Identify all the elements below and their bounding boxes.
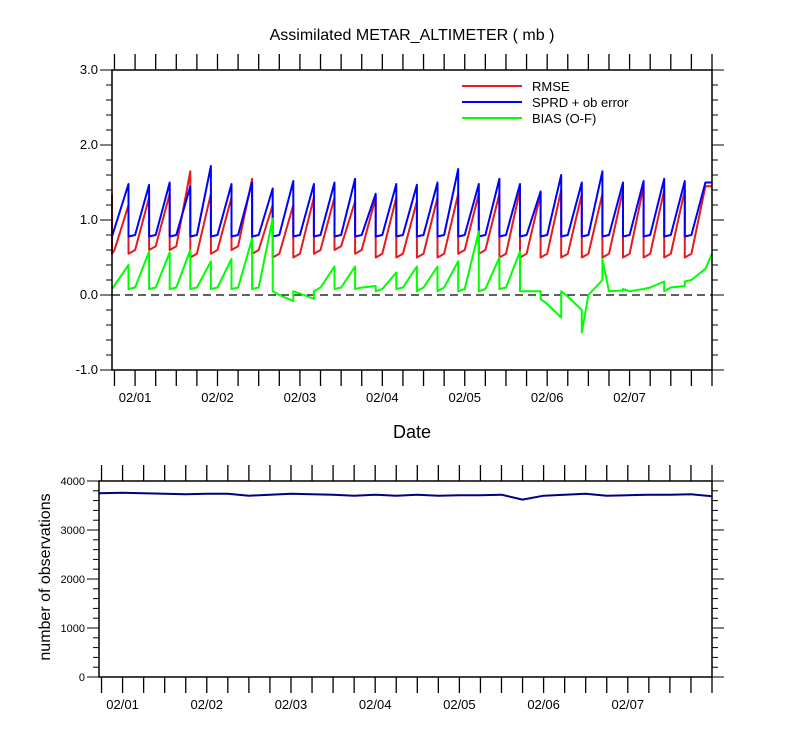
x-tick-label: 02/01 [119, 390, 152, 405]
top-chart: Assimilated METAR_ALTIMETER ( mb ) -1.0 0… [76, 27, 724, 442]
x-tick-label: 02/06 [527, 697, 560, 712]
series-line-observations [98, 491, 713, 501]
x-tick-label: 02/05 [443, 697, 476, 712]
x-tick-label: 02/05 [448, 390, 481, 405]
x-tick-label: 02/06 [531, 390, 564, 405]
bottom-y-axis-label: number of observations [37, 493, 54, 660]
top-x-axis-label: Date [393, 422, 431, 442]
x-tick-label: 02/04 [366, 390, 399, 405]
top-plot-frame [111, 69, 713, 371]
y-tick-label: 0 [79, 672, 85, 684]
x-tick-label: 02/03 [284, 390, 317, 405]
x-tick-label: 02/02 [201, 390, 234, 405]
series-line-sprd-ob-error [111, 165, 712, 238]
y-tick-label: 2000 [61, 574, 85, 586]
y-tick-label: 3000 [61, 525, 85, 537]
x-tick-label: 02/03 [275, 697, 308, 712]
y-tick-label: 1000 [61, 623, 85, 635]
top-x-tick-labels: 02/01 02/02 02/03 02/04 02/05 02/06 02/07 [119, 390, 646, 405]
top-y-tick-labels: -1.0 0.0 1.0 2.0 3.0 [76, 62, 98, 377]
legend-label: SPRD + ob error [532, 95, 629, 110]
top-chart-title: Assimilated METAR_ALTIMETER ( mb ) [270, 27, 555, 44]
top-series-group [111, 165, 713, 334]
legend-label: BIAS (O-F) [532, 111, 596, 126]
y-tick-label: 1.0 [80, 212, 98, 227]
series-line-rmse [111, 170, 712, 259]
x-tick-label: 02/07 [612, 697, 645, 712]
legend-label: RMSE [532, 79, 570, 94]
bottom-series-group [98, 491, 713, 501]
bottom-y-tick-labels: 0 1000 2000 3000 4000 [61, 476, 85, 684]
y-tick-label: 4000 [61, 476, 85, 488]
x-tick-label: 02/02 [191, 697, 224, 712]
bottom-x-tick-labels: 02/01 02/02 02/03 02/04 02/05 02/06 02/07 [106, 697, 644, 712]
y-tick-label: 0.0 [80, 287, 98, 302]
top-gridlines-and-ticks [100, 54, 724, 386]
bottom-plot-frame [98, 480, 713, 678]
bottom-gridlines-and-ticks [87, 465, 724, 693]
x-tick-label: 02/04 [359, 697, 392, 712]
x-tick-label: 02/01 [106, 697, 139, 712]
series-line-bias-o-f [111, 217, 713, 334]
y-tick-label: -1.0 [76, 362, 98, 377]
y-tick-label: 2.0 [80, 137, 98, 152]
x-tick-label: 02/07 [613, 390, 646, 405]
y-tick-label: 3.0 [80, 62, 98, 77]
